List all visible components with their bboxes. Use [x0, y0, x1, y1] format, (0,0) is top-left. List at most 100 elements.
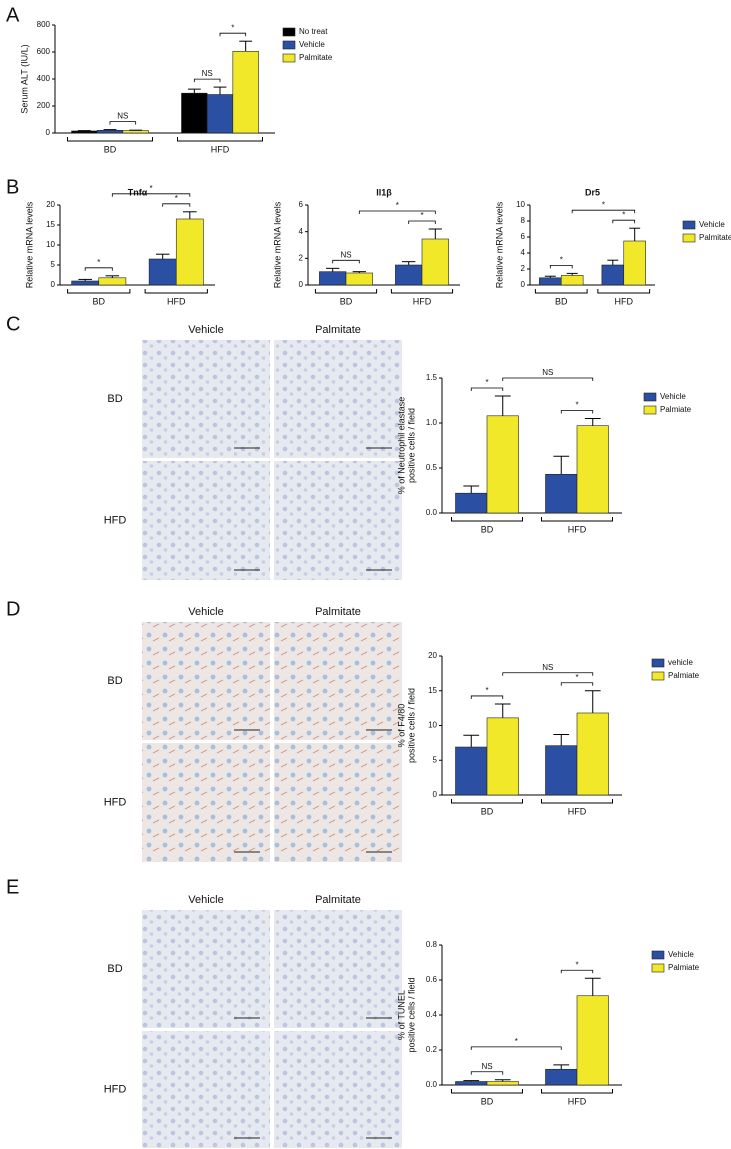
bar [539, 277, 562, 286]
significance-bracket [111, 193, 191, 197]
legend-label: No treat [299, 27, 328, 36]
legend-label: Vehicle [699, 220, 725, 229]
panel-letter: E [6, 876, 19, 898]
y-axis-label: positive cells / field [406, 688, 416, 763]
bar [560, 275, 584, 286]
significance-bracket [470, 1071, 504, 1075]
significance-label: NS [542, 663, 553, 672]
bar [455, 1081, 488, 1086]
x-tick-label: BD [481, 806, 494, 816]
significance-bracket [84, 267, 113, 271]
bar [576, 425, 609, 514]
micrograph [274, 743, 402, 862]
x-tick-label: BD [555, 296, 568, 306]
significance-label: * [150, 184, 153, 193]
column-label: Vehicle [188, 324, 223, 336]
legend-label: Palmiate [660, 405, 692, 414]
bar [319, 271, 347, 286]
y-axis-label: % of TUNEL [396, 990, 406, 1040]
y-axis-label: positive cells / field [406, 977, 416, 1052]
legend-swatch [682, 233, 696, 243]
bar [395, 264, 423, 286]
significance-bracket [219, 32, 247, 37]
y-tick-label: 0 [46, 128, 51, 137]
group-bracket [67, 289, 131, 294]
y-tick-label: 15 [46, 220, 55, 229]
legend-label: Vehicle [668, 950, 694, 959]
y-tick-label: 0.5 [426, 463, 438, 472]
significance-bracket [560, 410, 594, 414]
bar [455, 492, 488, 514]
y-tick-label: 20 [428, 651, 437, 660]
bar [71, 280, 100, 286]
significance-label: * [575, 960, 578, 969]
legend-label: Palmitate [699, 233, 731, 242]
y-tick-label: 800 [37, 20, 51, 29]
legend-swatch [651, 963, 665, 973]
x-tick-label: HFD [568, 806, 587, 816]
x-tick-label: HFD [615, 296, 634, 306]
column-label: Vehicle [188, 894, 223, 906]
bar [545, 473, 578, 514]
micrograph [274, 340, 402, 458]
significance-label: NS [340, 250, 351, 259]
group-bracket [177, 137, 263, 142]
bar [122, 130, 149, 134]
row-label: HFD [104, 796, 127, 808]
significance-label: * [231, 23, 234, 32]
micrograph [274, 461, 402, 580]
significance-bracket [358, 210, 436, 214]
y-tick-label: 15 [428, 686, 437, 695]
bar [71, 130, 98, 134]
panel-letter: C [6, 313, 20, 335]
significance-bracket [612, 219, 636, 224]
y-tick-label: 400 [37, 74, 51, 83]
significance-label: * [575, 401, 578, 410]
micrograph [274, 622, 402, 740]
group-bracket [390, 289, 454, 294]
significance-bracket [470, 695, 504, 699]
significance-bracket [571, 209, 636, 214]
column-label: Palmitate [315, 324, 361, 336]
legend-label: Palmitate [299, 53, 333, 62]
x-tick-label: BD [481, 1096, 494, 1106]
y-tick-label: 0.2 [426, 1045, 438, 1054]
group-bracket [541, 799, 613, 804]
group-bracket [144, 289, 208, 294]
y-axis-label: % of F4/80 [396, 704, 406, 748]
legend-label: Vehicle [299, 40, 325, 49]
micrograph [142, 461, 270, 580]
bar [486, 415, 519, 514]
significance-bracket [470, 387, 504, 391]
bar [148, 258, 177, 286]
micrograph [274, 1031, 402, 1148]
legend-swatch [282, 53, 296, 63]
significance-bracket [560, 969, 594, 974]
y-axis-label: Serum ALT (IU/L) [19, 44, 29, 113]
x-tick-label: BD [340, 296, 353, 306]
y-axis-label: % of Neutrophil elastase [396, 397, 406, 495]
y-axis-label: Relative mRNA levels [494, 201, 504, 288]
significance-label: * [396, 201, 399, 210]
y-tick-label: 600 [37, 47, 51, 56]
significance-label: * [575, 673, 578, 682]
legend-label: Palmiate [668, 963, 700, 972]
x-tick-label: BD [92, 296, 105, 306]
y-tick-label: 10 [516, 200, 525, 209]
y-tick-label: 0.4 [426, 1010, 438, 1019]
significance-label: NS [481, 1062, 492, 1071]
significance-label: * [175, 194, 178, 203]
group-bracket [314, 289, 378, 294]
group-bracket [541, 517, 613, 522]
bar [486, 717, 519, 796]
micrograph [142, 1031, 270, 1148]
y-tick-label: 6 [521, 232, 526, 241]
significance-label: NS [202, 69, 213, 78]
significance-bracket [502, 672, 594, 676]
x-tick-label: HFD [568, 1096, 587, 1106]
group-bracket [451, 1089, 523, 1094]
y-tick-label: 6 [299, 200, 304, 209]
bar [181, 92, 208, 134]
y-tick-label: 4 [521, 248, 526, 257]
